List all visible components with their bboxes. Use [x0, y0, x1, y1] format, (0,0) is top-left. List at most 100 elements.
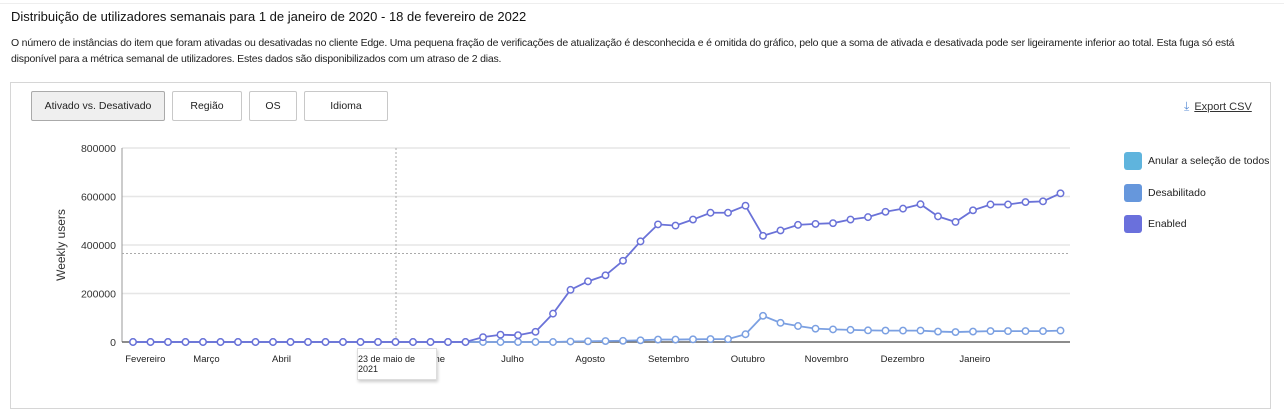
legend-swatch — [1124, 215, 1142, 233]
data-point — [584, 277, 592, 286]
data-point — [216, 338, 225, 346]
x-tick-label: Agosto — [575, 354, 605, 365]
data-point — [444, 338, 452, 346]
data-point — [846, 215, 855, 224]
data-point — [496, 330, 505, 339]
data-point — [689, 215, 697, 224]
x-tick-label: Julho — [501, 354, 524, 365]
data-point — [636, 237, 645, 246]
data-point — [741, 330, 750, 339]
data-point — [1021, 198, 1030, 207]
data-point — [619, 336, 627, 345]
data-point — [811, 324, 820, 333]
data-point — [339, 338, 347, 346]
data-point — [671, 335, 680, 344]
data-point — [566, 285, 575, 294]
data-point — [811, 219, 820, 228]
legend-label: Enabled — [1148, 218, 1187, 230]
download-icon: ⤓ — [1184, 99, 1190, 113]
data-point — [1021, 327, 1030, 336]
tooltip: 23 de maio de 2021 — [357, 348, 437, 380]
legend-swatch — [1124, 184, 1142, 202]
data-point — [601, 337, 610, 345]
data-point — [549, 338, 557, 346]
data-point — [234, 338, 242, 346]
data-point — [146, 338, 155, 346]
export-csv-label: Export CSV — [1194, 100, 1252, 113]
data-point — [724, 335, 732, 344]
data-point — [1039, 197, 1047, 206]
y-tick-label: 800000 — [81, 143, 116, 155]
data-point — [776, 318, 785, 327]
data-point — [601, 271, 610, 280]
x-tick-label: Março — [193, 354, 219, 365]
data-point — [251, 338, 260, 346]
data-point — [654, 220, 662, 229]
data-point — [584, 337, 592, 346]
series-line — [133, 192, 1061, 343]
data-point — [461, 338, 470, 346]
data-point — [899, 326, 907, 335]
series-enabled — [129, 189, 1065, 346]
data-point — [724, 208, 732, 217]
data-point — [986, 200, 995, 209]
data-point — [321, 338, 330, 346]
top-border — [0, 0, 1284, 4]
data-point — [181, 338, 190, 346]
data-point — [514, 338, 522, 346]
legend-swatch — [1124, 152, 1142, 170]
data-point — [794, 322, 802, 330]
legend-item-enabled[interactable]: Enabled — [1124, 215, 1187, 233]
data-point — [969, 206, 977, 215]
data-point — [409, 338, 417, 346]
data-point — [759, 311, 767, 320]
data-point — [514, 331, 522, 340]
data-point — [129, 338, 137, 346]
x-tick-label: Abril — [272, 354, 291, 365]
tab-enabled-vs-disabled[interactable]: Ativado vs. Desativado — [31, 91, 165, 121]
data-point — [759, 231, 767, 240]
data-point — [654, 335, 662, 344]
data-point — [549, 309, 557, 318]
page-title: Distribuição de utilizadores semanais pa… — [11, 9, 527, 24]
x-tick-label: Janeiro — [959, 354, 990, 365]
data-point — [1004, 327, 1012, 336]
tab-language[interactable]: Idioma — [304, 91, 388, 121]
data-point — [286, 338, 295, 346]
legend-label: Desabilitado — [1148, 187, 1206, 199]
x-tick-label: Dezembro — [881, 354, 925, 365]
data-point — [1004, 200, 1012, 209]
tab-os[interactable]: OS — [249, 91, 297, 121]
data-point — [689, 335, 697, 344]
data-point — [269, 338, 277, 346]
data-point — [986, 327, 995, 336]
data-point — [356, 338, 365, 346]
data-point — [794, 220, 802, 229]
series-desabilitado — [129, 311, 1065, 346]
tab-region[interactable]: Região — [172, 91, 242, 121]
data-point — [934, 212, 942, 221]
data-point — [374, 338, 382, 346]
x-tick-label: Outubro — [731, 354, 765, 365]
data-point — [531, 327, 540, 336]
legend-item-deselect-all[interactable]: Anular a seleção de todos — [1124, 152, 1269, 170]
legend-label: Anular a seleção de todos — [1148, 155, 1270, 167]
y-tick-label: 400000 — [81, 240, 116, 252]
data-point — [1056, 326, 1065, 335]
y-tick-label: 0 — [110, 337, 116, 349]
data-point — [304, 338, 312, 346]
data-point — [706, 208, 715, 217]
x-tick-label: Setembro — [648, 354, 689, 365]
x-tick-label: Fevereiro — [125, 354, 165, 365]
data-point — [531, 338, 540, 346]
data-point — [934, 327, 942, 336]
data-point — [636, 336, 645, 345]
data-point — [1039, 327, 1047, 336]
export-csv-link[interactable]: ⤓ Export CSV — [1184, 99, 1252, 114]
legend-item-disabled[interactable]: Desabilitado — [1124, 184, 1206, 202]
data-point — [881, 207, 890, 216]
data-point — [899, 204, 907, 213]
data-point — [164, 338, 172, 346]
data-point — [829, 219, 837, 228]
data-point — [846, 325, 855, 334]
